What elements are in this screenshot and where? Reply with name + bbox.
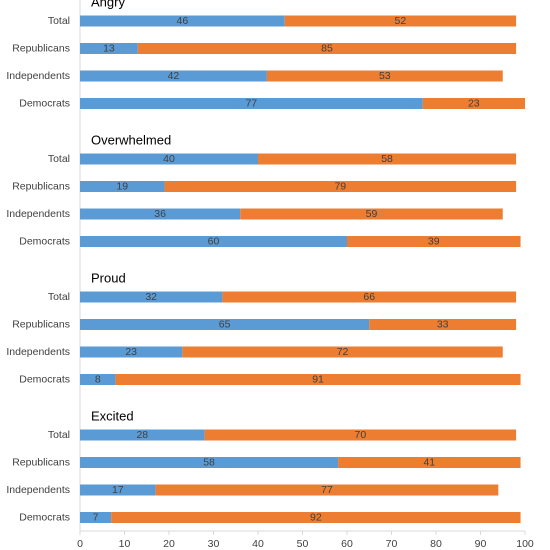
value-label: 92 (310, 511, 322, 523)
value-label: 59 (366, 208, 378, 220)
bar-segment (80, 346, 183, 358)
bar-segment (80, 512, 112, 523)
bar-segment (111, 512, 521, 523)
value-label: 32 (145, 291, 157, 303)
y-tick-label: Republicans (12, 318, 70, 330)
value-label: 72 (337, 346, 349, 358)
x-tick-label: 20 (163, 538, 175, 550)
x-tick-label: 70 (386, 538, 398, 550)
bar-segment (80, 43, 138, 54)
value-label: 13 (103, 42, 115, 54)
bar-segment (80, 457, 339, 468)
bar-segment (80, 70, 267, 82)
y-tick-label: Total (48, 15, 70, 27)
x-tick-label: 30 (208, 538, 220, 550)
value-label: 58 (203, 456, 215, 468)
bar-segment (137, 43, 517, 54)
value-label: 8 (95, 373, 101, 385)
bar-segment (80, 153, 258, 165)
value-label: 41 (423, 456, 435, 468)
bar-segment (284, 15, 517, 27)
bar-segment (155, 484, 499, 496)
x-tick-label: 0 (77, 538, 83, 550)
bar-segment (115, 374, 521, 385)
value-label: 42 (168, 70, 180, 82)
x-tick-label: 60 (341, 538, 353, 550)
panel-title: Excited (91, 408, 134, 423)
bar-segment (80, 374, 116, 385)
value-label: 23 (468, 97, 480, 109)
bar-segment (164, 181, 517, 192)
y-tick-label: Independents (6, 484, 70, 496)
bar-segment (80, 429, 205, 441)
x-tick-label: 100 (516, 538, 534, 550)
panel-title: Angry (91, 0, 125, 9)
y-tick-label: Independents (6, 346, 70, 358)
bar-segment (80, 181, 165, 192)
y-tick-label: Total (48, 429, 70, 441)
value-label: 46 (177, 15, 189, 27)
bar-segment (80, 98, 423, 109)
value-label: 17 (112, 484, 124, 496)
bar-segment (347, 236, 521, 247)
value-label: 85 (321, 42, 333, 54)
bar-segment (266, 70, 503, 82)
y-tick-label: Republicans (12, 42, 70, 54)
bar-segment (80, 319, 370, 330)
value-label: 79 (334, 180, 346, 192)
value-label: 58 (381, 153, 393, 165)
y-tick-label: Democrats (19, 235, 70, 247)
y-tick-label: Republicans (12, 456, 70, 468)
y-tick-label: Republicans (12, 180, 70, 192)
value-label: 65 (219, 318, 231, 330)
bar-segment (80, 484, 156, 496)
value-label: 36 (154, 208, 166, 220)
value-label: 66 (363, 291, 375, 303)
bar-segment (80, 291, 223, 303)
bar-segment (80, 208, 241, 220)
value-label: 7 (93, 511, 99, 523)
value-label: 60 (208, 235, 220, 247)
bar-segment (222, 291, 517, 303)
bar-segment (369, 319, 517, 330)
y-tick-label: Total (48, 153, 70, 165)
x-tick-label: 90 (475, 538, 487, 550)
value-label: 77 (245, 97, 257, 109)
bar-segment (80, 15, 285, 27)
bar-segment (422, 98, 525, 109)
value-label: 33 (437, 318, 449, 330)
y-tick-label: Democrats (19, 511, 70, 523)
bar-segment (80, 236, 347, 247)
value-label: 53 (379, 70, 391, 82)
y-tick-label: Independents (6, 208, 70, 220)
x-tick-label: 80 (430, 538, 442, 550)
value-label: 77 (321, 484, 333, 496)
bar-segment (258, 153, 517, 165)
value-label: 40 (163, 153, 175, 165)
bar-segment (204, 429, 517, 441)
value-label: 39 (428, 235, 440, 247)
value-label: 91 (312, 373, 324, 385)
y-tick-label: Democrats (19, 373, 70, 385)
value-label: 52 (395, 15, 407, 27)
bar-segment (338, 457, 521, 468)
x-tick-label: 40 (252, 538, 264, 550)
y-tick-label: Democrats (19, 97, 70, 109)
panel-title: Overwhelmed (91, 132, 171, 147)
x-tick-label: 10 (119, 538, 131, 550)
value-label: 28 (136, 429, 148, 441)
y-tick-label: Total (48, 291, 70, 303)
panel-title: Proud (91, 270, 126, 285)
bar-segment (240, 208, 503, 220)
bar-segment (182, 346, 503, 358)
y-tick-label: Independents (6, 70, 70, 82)
x-tick-label: 50 (297, 538, 309, 550)
value-label: 70 (355, 429, 367, 441)
value-label: 19 (116, 180, 128, 192)
value-label: 23 (125, 346, 137, 358)
